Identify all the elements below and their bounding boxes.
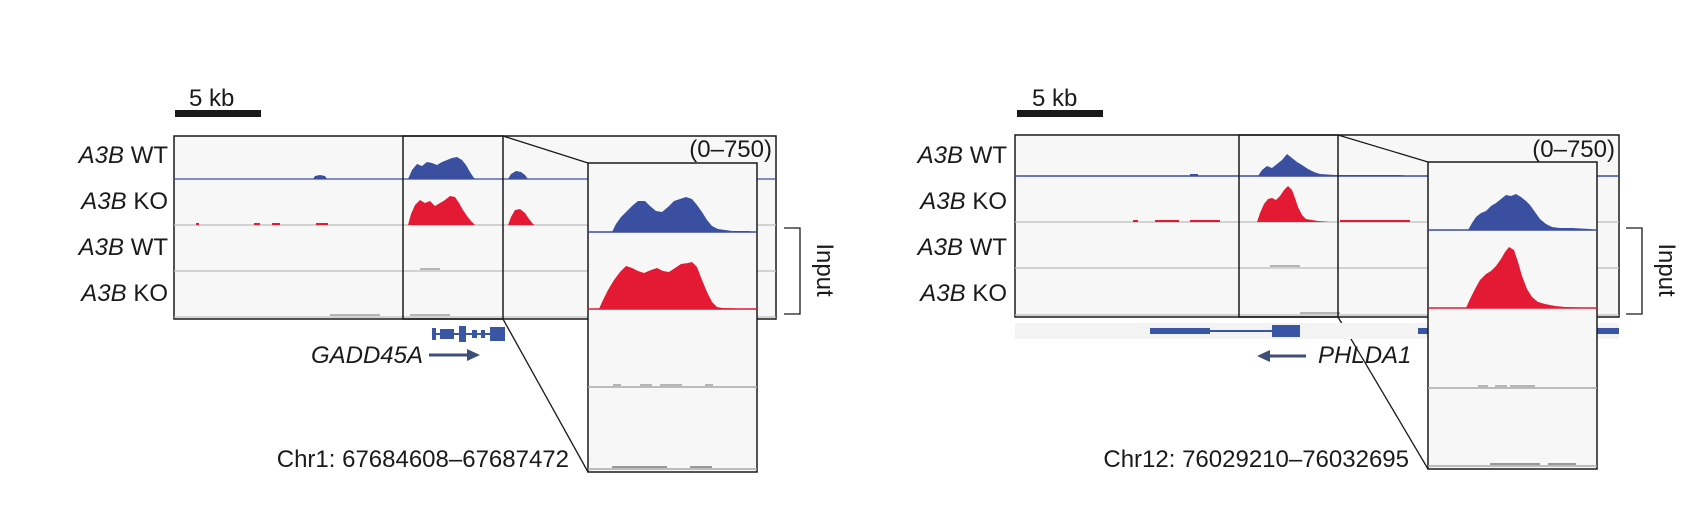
- chip-ko-peak-main: [1257, 186, 1330, 222]
- track-label-4: A3B KO: [918, 280, 1007, 307]
- highlight-region: [1238, 134, 1339, 318]
- zoom-connector-top: [502, 135, 589, 164]
- track-label-3: A3B WT: [916, 234, 1008, 261]
- zoom-chip-ko-peak: [1466, 247, 1597, 308]
- chip-ko-blip-4: [316, 223, 328, 225]
- zoom-input-noise-3: [1510, 385, 1535, 387]
- chip-ko-blip-2: [254, 223, 260, 225]
- chip-ko-peak-main: [408, 196, 475, 225]
- zoom-connector-top: [1337, 134, 1429, 163]
- zoom-input-noise-5: [612, 466, 667, 468]
- zoom-input-noise-5: [1548, 463, 1576, 465]
- chip-ko-blip-3: [1190, 220, 1220, 222]
- chip-wt-peak-main: [408, 157, 476, 179]
- input-label: Input: [811, 243, 838, 297]
- track-label-1: A3B WT: [916, 142, 1008, 169]
- track-label-2: A3B KO: [918, 188, 1007, 215]
- chip-wt-peak-right: [508, 171, 528, 179]
- chip-ko-blip-4: [1340, 220, 1410, 222]
- input-noise-1: [420, 268, 440, 270]
- zoom-connector-bottom: [502, 318, 589, 473]
- input-noise-2: [1300, 312, 1340, 314]
- chip-wt-peak-small: [313, 175, 327, 179]
- panel-2: 5 kb A3B WT A3B KO A3B WT A3B KO (0–750)…: [916, 85, 1680, 473]
- chip-ko-peak-right: [508, 209, 535, 225]
- input-noise-3: [410, 314, 450, 316]
- panel-1: 5 kb A3B WT A3B KO A3B WT A3B KO: [77, 85, 838, 473]
- scale-bar: [175, 110, 261, 117]
- zoom-chip-ko-peak: [599, 262, 757, 309]
- input-bracket: [1626, 227, 1643, 315]
- track-label-3: A3B WT: [77, 234, 169, 261]
- highlight-region: [402, 135, 504, 320]
- scale-bar: [1017, 110, 1103, 117]
- zoom-input-noise-2: [1495, 385, 1507, 387]
- track-label-2: A3B KO: [79, 188, 168, 215]
- input-noise-2: [330, 314, 380, 316]
- zoom-input-noise-6: [690, 466, 712, 468]
- track-label-1: A3B WT: [77, 142, 169, 169]
- scale-bar-label: 5 kb: [1032, 85, 1077, 112]
- chip-wt-peak-main: [1258, 154, 1410, 176]
- zoom-connector-bottom: [1337, 316, 1429, 470]
- coordinates-label: Chr12: 76029210–76032695: [1103, 446, 1409, 473]
- zoom-input-noise-3: [660, 384, 682, 386]
- gene-name: GADD45A: [311, 342, 423, 369]
- zoom-input-noise-2: [640, 384, 652, 386]
- track-label-4: A3B KO: [79, 280, 168, 307]
- chip-ko-blip-1: [196, 223, 199, 225]
- range-label: (0–750): [689, 136, 772, 163]
- zoom-input-noise-4: [1490, 463, 1540, 465]
- chip-ko-blip-1: [1133, 220, 1138, 222]
- coordinates-label: Chr1: 67684608–67687472: [277, 446, 569, 473]
- input-bracket: [784, 227, 801, 315]
- range-label: (0–750): [1532, 136, 1615, 163]
- zoom-input-noise-4: [705, 384, 713, 386]
- input-label: Input: [1653, 243, 1680, 297]
- gene-direction-arrow: [1257, 350, 1306, 362]
- zoom-chip-wt-peak: [1468, 194, 1597, 230]
- chip-ko-blip-2: [1155, 220, 1179, 222]
- zoom-chip-wt-peak: [612, 197, 757, 232]
- gene-name: PHLDA1: [1318, 342, 1411, 369]
- input-noise-1: [1270, 265, 1300, 267]
- chip-wt-blip-1: [1190, 174, 1198, 176]
- zoom-input-noise-1: [1478, 385, 1488, 387]
- gene-direction-arrow: [429, 349, 480, 361]
- zoom-input-noise-1: [613, 384, 621, 386]
- scale-bar-label: 5 kb: [189, 85, 234, 112]
- chip-ko-blip-3: [272, 223, 280, 225]
- gene-model: [432, 326, 505, 342]
